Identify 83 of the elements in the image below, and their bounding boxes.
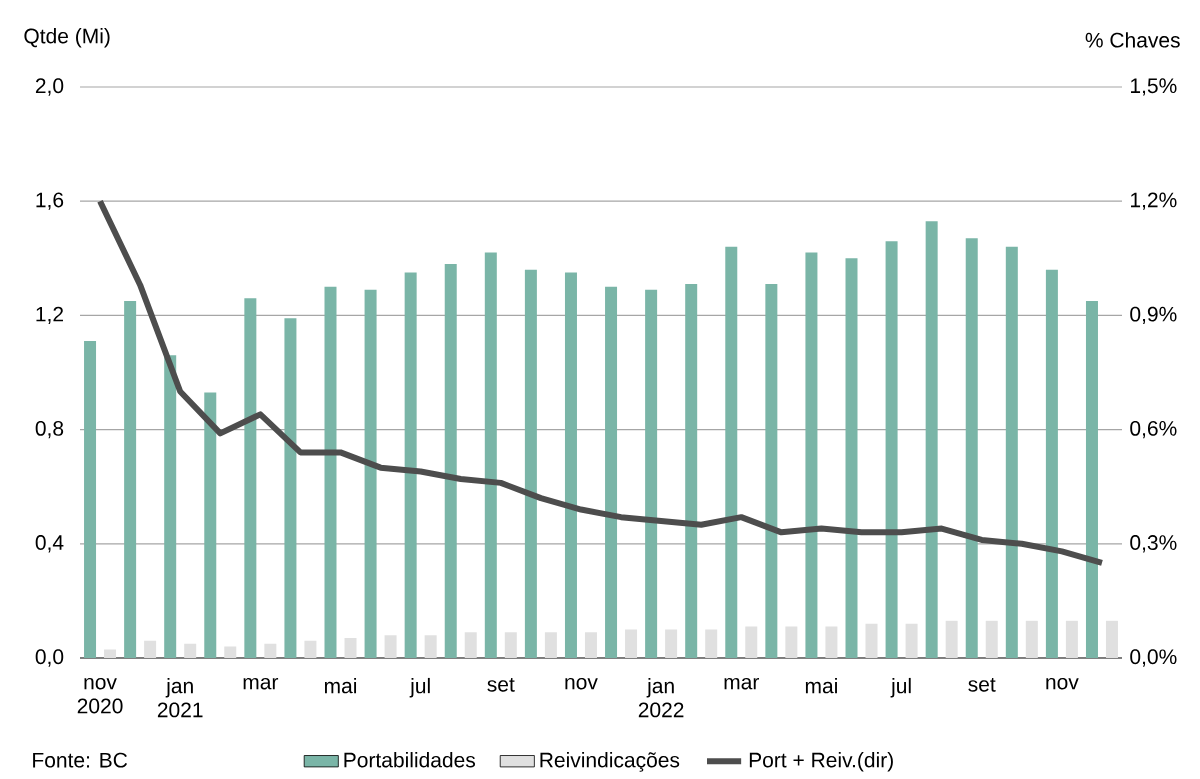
x-tick-label: mai	[805, 677, 837, 694]
x-tick-label: jul	[409, 677, 430, 698]
bar	[564, 272, 577, 658]
bar	[124, 301, 137, 658]
y-tick-label: 1,6	[36, 192, 64, 210]
y2-tick-label: 0,3%	[1130, 535, 1177, 553]
bar	[645, 289, 658, 658]
y-tick-label: 2,0	[35, 78, 64, 96]
x-tick-label: mar	[724, 677, 760, 690]
bar	[344, 638, 357, 658]
bar	[865, 623, 878, 658]
x-tick-label: jul	[890, 677, 911, 698]
bar	[284, 318, 297, 658]
bar	[1065, 620, 1078, 658]
bar	[244, 298, 257, 658]
bar	[625, 629, 638, 658]
y2-axis-title: % Chaves	[1085, 32, 1180, 48]
x-tick-label: jan 2022	[638, 677, 684, 718]
x-tick-label: mai	[324, 677, 357, 694]
y2-tick-label: 0,9%	[1130, 306, 1177, 325]
legend-label: Reivindicações	[540, 752, 680, 772]
bar	[164, 355, 177, 658]
bar	[1045, 269, 1058, 658]
x-tick-label: nov	[565, 677, 598, 690]
bar	[444, 263, 457, 658]
bar	[985, 620, 998, 658]
bar	[665, 629, 678, 658]
y-tick-label: 0,0	[35, 649, 64, 667]
y2-tick-label: 0,6%	[1130, 420, 1177, 439]
x-tick-label: nov 2020	[77, 677, 123, 714]
bar	[965, 238, 978, 658]
bar	[304, 640, 317, 658]
x-tick-label: mar	[243, 677, 279, 690]
bar	[484, 252, 497, 658]
bar	[1105, 620, 1118, 658]
y-axis-title: Qtde (Mi)	[24, 28, 110, 48]
bar	[104, 649, 117, 658]
source-note: Fonte: BC	[33, 752, 128, 768]
y2-tick-label: 0,0%	[1130, 649, 1177, 667]
y-tick-label: 0,4	[35, 535, 64, 553]
legend-label: Portabilidades	[344, 752, 476, 768]
y2-tick-label: 1,5%	[1131, 78, 1177, 96]
bar	[845, 258, 858, 658]
y-tick-label: 1,2	[36, 306, 63, 325]
bar	[204, 392, 217, 658]
bar	[885, 241, 898, 658]
bar	[324, 286, 337, 658]
y2-tick-label: 1,2%	[1131, 192, 1177, 210]
bar	[224, 646, 237, 658]
bar	[424, 635, 437, 658]
bar	[144, 640, 157, 658]
bar	[825, 626, 838, 658]
bar	[605, 286, 618, 658]
bar	[264, 643, 277, 658]
bar	[905, 623, 918, 658]
bar	[805, 252, 818, 658]
x-tick-label: jan 2021	[157, 677, 203, 718]
bar	[524, 269, 537, 658]
bar	[725, 246, 738, 658]
bar	[584, 632, 597, 658]
bar	[84, 341, 97, 658]
bar	[785, 626, 798, 658]
bar	[925, 221, 938, 658]
bar	[745, 626, 758, 658]
bar	[404, 272, 417, 658]
bar	[184, 643, 197, 658]
bar	[1085, 301, 1098, 658]
legend-label: Port + Reiv.(dir)	[749, 752, 893, 772]
bar	[1025, 620, 1038, 658]
bar	[685, 283, 698, 658]
x-tick-label: set	[968, 677, 996, 692]
bar	[945, 620, 958, 658]
bar	[1005, 246, 1018, 658]
bar	[544, 632, 557, 658]
bar	[765, 283, 778, 658]
bar	[384, 635, 397, 658]
bar	[464, 632, 477, 658]
x-tick-label: nov	[1046, 677, 1079, 690]
bar	[504, 632, 517, 658]
bar	[705, 629, 718, 658]
bar	[364, 289, 377, 658]
y-tick-label: 0,8	[35, 420, 64, 439]
x-tick-label: set	[487, 677, 515, 692]
